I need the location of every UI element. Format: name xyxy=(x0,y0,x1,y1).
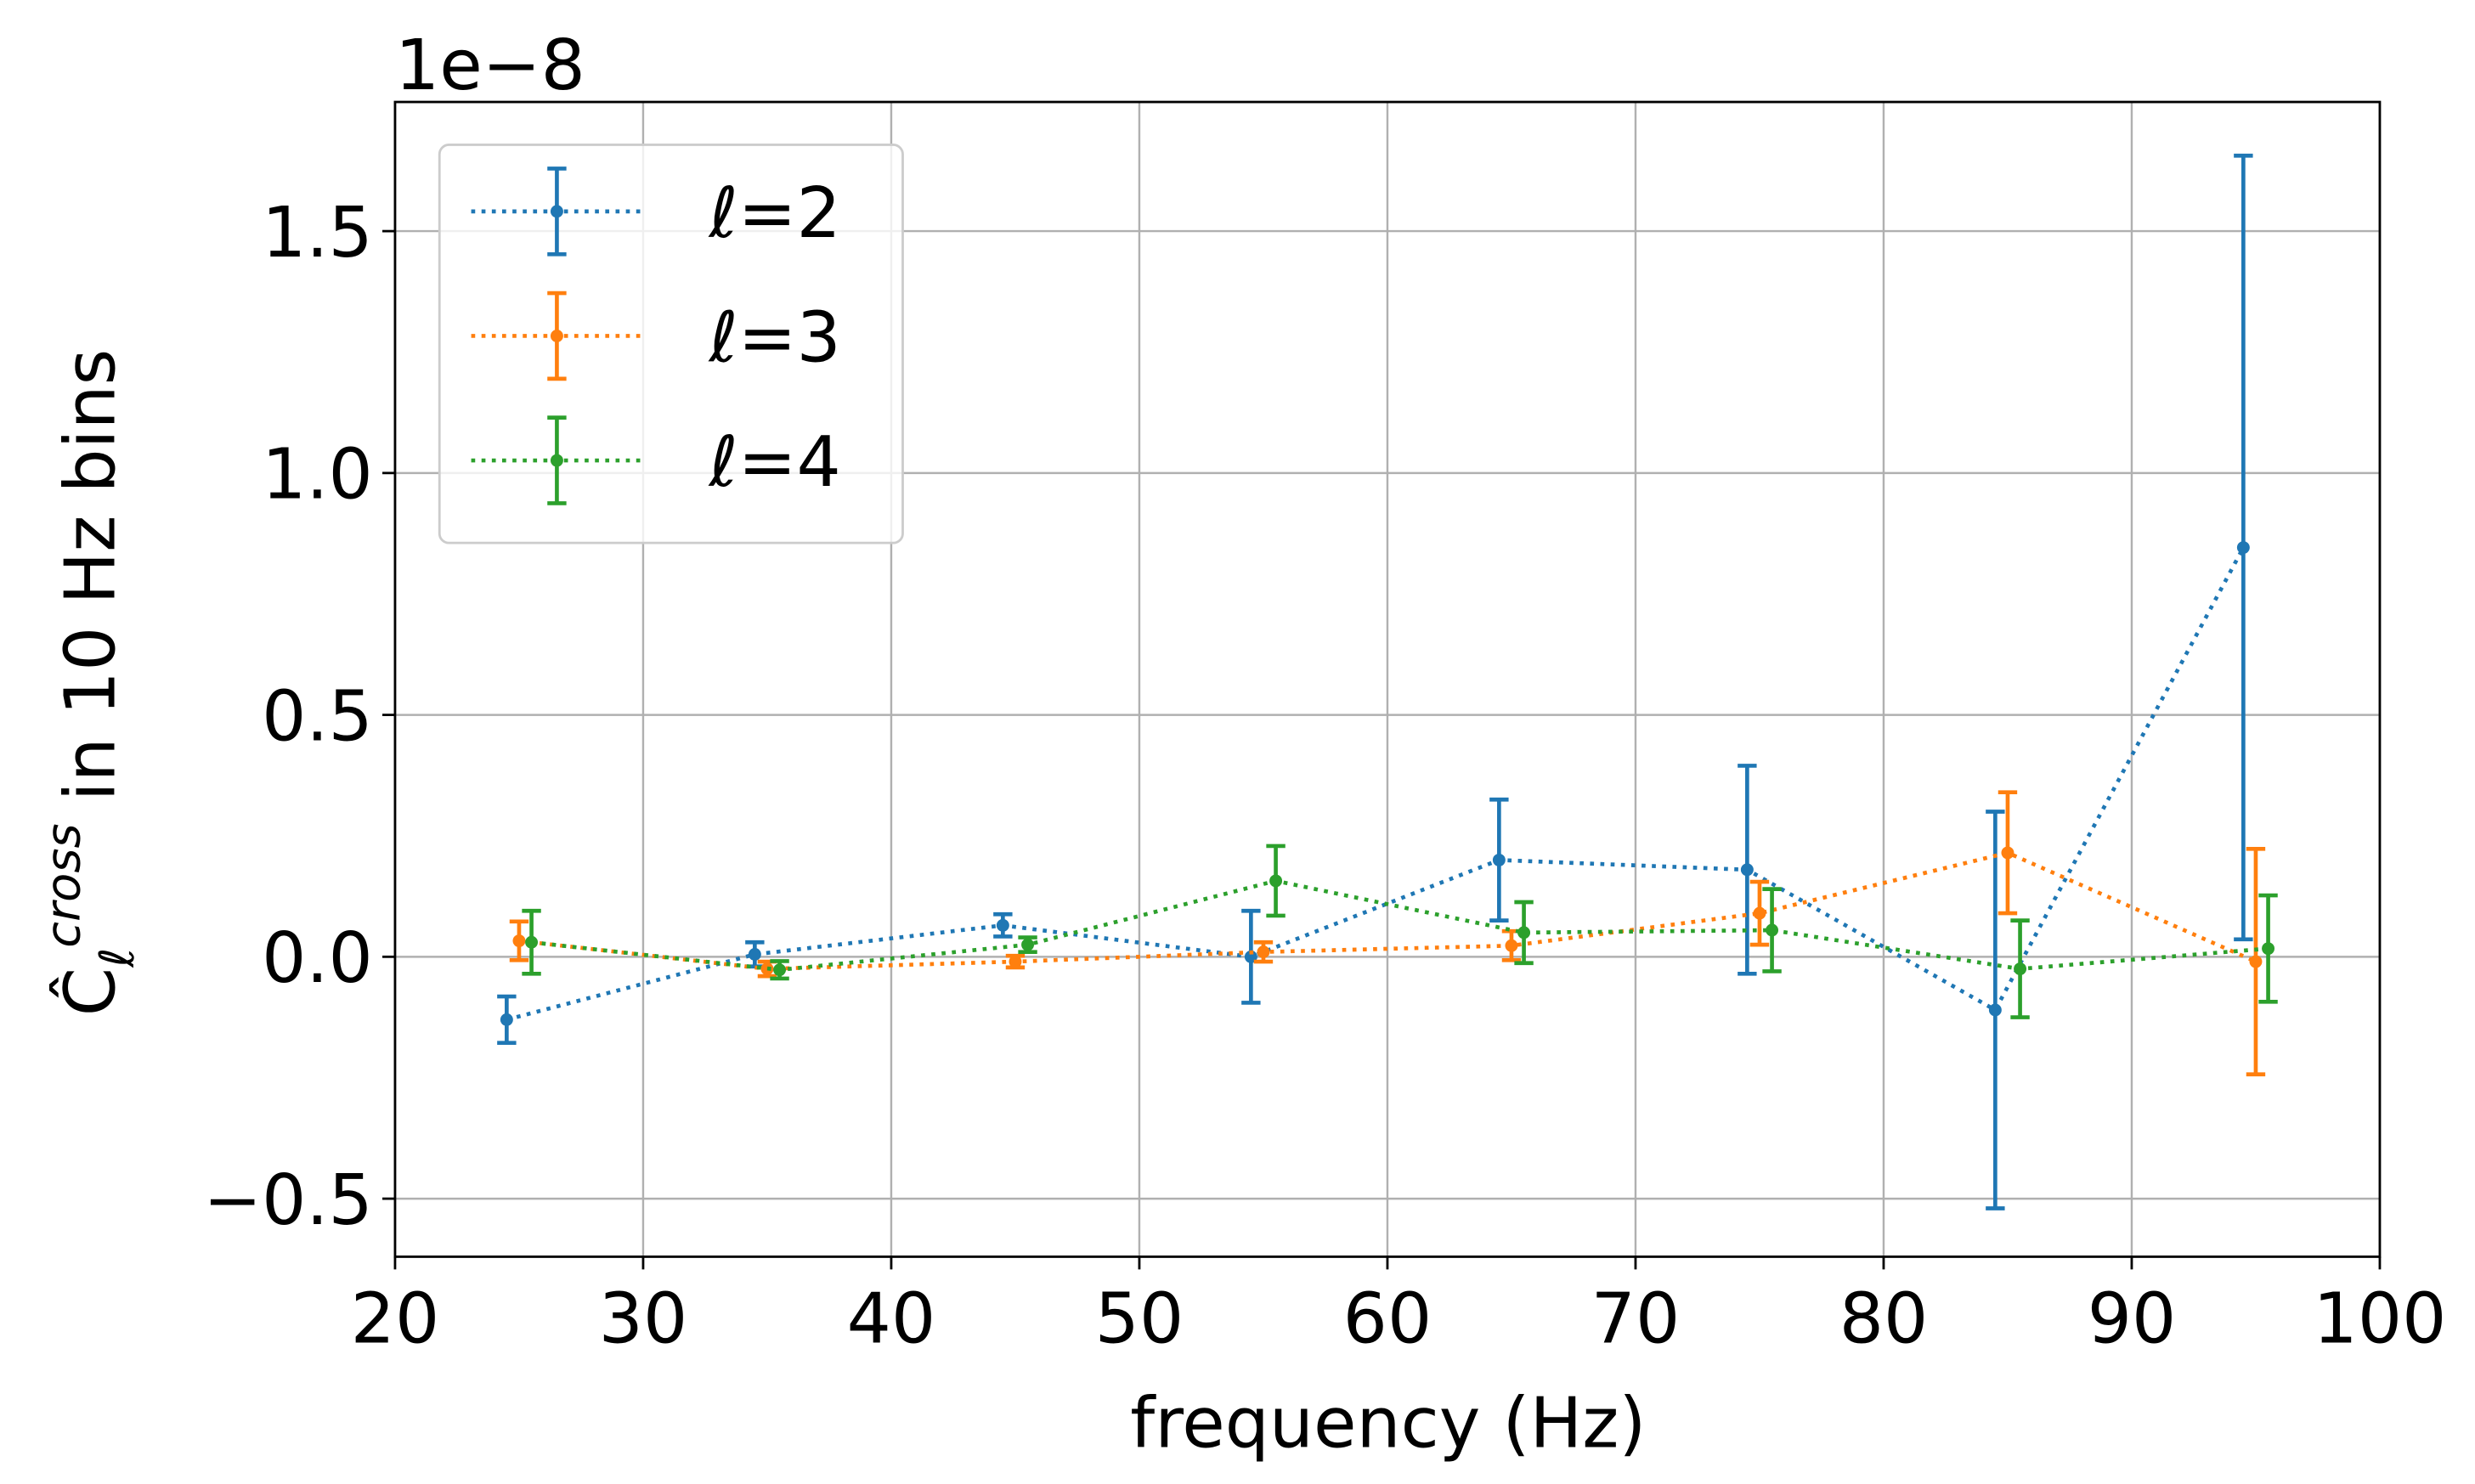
y-label-superscript: cross xyxy=(36,823,91,947)
data-point xyxy=(1753,906,1766,920)
y-tick-label: 0.0 xyxy=(262,918,373,999)
legend-label: ℓ=3 xyxy=(708,297,841,378)
offset-text: 1e−8 xyxy=(395,25,585,106)
data-point xyxy=(2236,541,2250,555)
x-tick-label: 80 xyxy=(1839,1278,1929,1359)
data-point xyxy=(500,1013,513,1026)
data-point xyxy=(1269,874,1283,888)
data-point xyxy=(773,963,787,977)
legend-marker xyxy=(550,205,563,218)
x-tick-label: 50 xyxy=(1095,1278,1184,1359)
x-tick-label: 30 xyxy=(599,1278,688,1359)
x-tick-label: 100 xyxy=(2314,1278,2447,1359)
y-tick-label: −0.5 xyxy=(203,1160,373,1241)
data-point xyxy=(2014,962,2027,976)
data-point xyxy=(2001,846,2014,860)
y-tick-label: 1.5 xyxy=(262,193,373,274)
legend-marker xyxy=(550,330,563,342)
series-line xyxy=(506,546,2246,1022)
data-point xyxy=(1740,863,1754,877)
data-point xyxy=(1517,926,1531,939)
data-point xyxy=(1988,1003,2002,1017)
x-tick-label: 60 xyxy=(1343,1278,1432,1359)
data-point xyxy=(1492,853,1506,866)
y-label-text: in 10 Hz bins xyxy=(50,349,131,824)
data-point xyxy=(996,918,1009,932)
data-point xyxy=(748,948,761,961)
plot-frame xyxy=(393,100,2382,1258)
x-axis-label: frequency (Hz) xyxy=(1130,1384,1646,1464)
legend-label: ℓ=4 xyxy=(708,422,841,503)
data-point xyxy=(2249,955,2263,968)
y-label-symbol: Ĉ xyxy=(48,968,131,1016)
data-point xyxy=(512,934,526,948)
data-point xyxy=(1021,938,1035,951)
data-point xyxy=(1009,955,1022,968)
data-point xyxy=(2262,942,2275,956)
series-line xyxy=(531,878,2269,973)
data-point xyxy=(1505,939,1518,952)
y-tick-label: 0.5 xyxy=(262,676,373,757)
x-tick-label: 70 xyxy=(1591,1278,1681,1359)
x-tick-label: 90 xyxy=(2088,1278,2177,1359)
data-point xyxy=(1766,923,1779,937)
x-tick-label: 40 xyxy=(847,1278,936,1359)
y-tick-label: 1.0 xyxy=(262,435,373,516)
y-axis-label: Ĉℓcross in 10 Hz bins xyxy=(36,349,144,1017)
legend-label: ℓ=2 xyxy=(708,173,841,254)
legend-marker xyxy=(550,454,563,467)
x-tick-label: 20 xyxy=(351,1278,440,1359)
data-point xyxy=(525,935,539,949)
data-point xyxy=(1257,945,1270,959)
y-label-subscript: ℓ xyxy=(90,948,145,968)
